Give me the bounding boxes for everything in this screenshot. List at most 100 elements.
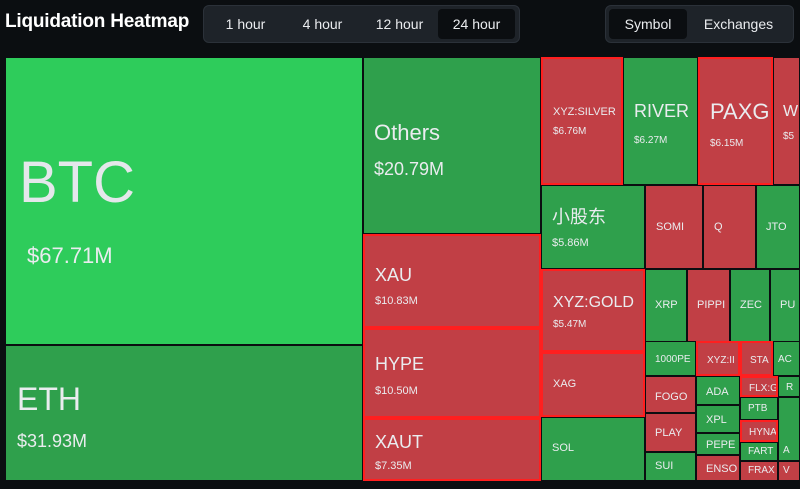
- heatmap-tile-xaut[interactable]: XAUT $7.35M: [363, 418, 541, 481]
- tile-symbol: ETH: [17, 381, 81, 417]
- tile-symbol: XAUT: [375, 432, 424, 452]
- heatmap-tile-eth[interactable]: ETH $31.93M: [5, 345, 363, 481]
- tile-symbol: PTB: [748, 403, 768, 414]
- tile-symbol: SUI: [655, 460, 674, 472]
- tile-liquidation-value: $67.71M: [27, 243, 113, 268]
- tile-symbol: FOGO: [655, 391, 688, 403]
- time-option-1-hour[interactable]: 1 hour: [225, 16, 266, 32]
- view-mode-selector: Symbol Exchanges: [605, 5, 794, 43]
- tile-symbol: BTC: [19, 150, 135, 215]
- tile-symbol: FRAX: [748, 465, 775, 476]
- tile-symbol: PEPE: [706, 439, 736, 451]
- heatmap-tile-xag[interactable]: XAG: [541, 352, 645, 417]
- tile-symbol: JTO: [766, 221, 787, 233]
- tile-liquidation-value: $31.93M: [17, 431, 88, 451]
- heatmap-tile-others[interactable]: Others $20.79M: [363, 57, 541, 234]
- heatmap-tile-flx-g[interactable]: FLX:G: [740, 376, 778, 397]
- tile-symbol: FLX:G: [749, 383, 778, 394]
- heatmap-tile-play[interactable]: PLAY: [645, 413, 696, 452]
- tile-symbol: A: [783, 445, 790, 456]
- tile-liquidation-value: $10.50M: [375, 385, 418, 397]
- heatmap-tile-zec[interactable]: ZEC: [730, 269, 770, 354]
- time-range-selector: 1 hour 4 hour 12 hour 24 hour: [203, 5, 520, 43]
- heatmap-tile-v[interactable]: V: [778, 461, 800, 481]
- time-option-24-hour[interactable]: 24 hour: [438, 9, 515, 39]
- heatmap-tile-w[interactable]: W $5: [773, 57, 800, 185]
- tile-symbol: RIVER: [634, 101, 690, 121]
- tile-symbol: V: [783, 465, 790, 476]
- view-option-symbol[interactable]: Symbol: [609, 9, 687, 39]
- tile-symbol: XAG: [553, 378, 577, 390]
- tile-symbol: Q: [714, 221, 723, 233]
- heatmap-tile-ac[interactable]: AC: [773, 341, 800, 376]
- tile-symbol: 小股东: [552, 207, 606, 227]
- tile-liquidation-value: $5: [783, 131, 795, 142]
- heatmap-tile-xiaogudong[interactable]: 小股东 $5.86M: [541, 185, 645, 269]
- heatmap-tile-r[interactable]: R: [778, 376, 800, 397]
- heatmap-tile-jto[interactable]: JTO: [756, 185, 800, 269]
- heatmap-tile-ptb[interactable]: PTB: [740, 397, 778, 420]
- heatmap-tile-xpl[interactable]: XPL: [696, 405, 740, 433]
- heatmap-tile-xyz-gold[interactable]: XYZ:GOLD $5.47M: [541, 269, 645, 352]
- tile-symbol: HYPE: [375, 354, 425, 374]
- tile-symbol: XYZ:GOLD: [553, 294, 634, 311]
- heatmap-tile-btc[interactable]: BTC $67.71M: [5, 57, 363, 345]
- heatmap-tile-pu[interactable]: PU: [770, 269, 800, 354]
- time-option-4-hour[interactable]: 4 hour: [302, 16, 343, 32]
- tile-liquidation-value: $5.47M: [553, 319, 587, 330]
- heatmap-tile-sol[interactable]: SOL: [541, 417, 645, 481]
- tile-symbol: 1000PE: [655, 354, 691, 365]
- tile-symbol: SOL: [552, 442, 575, 454]
- tile-symbol: FART: [748, 446, 774, 457]
- tile-symbol: PIPPI: [697, 299, 726, 311]
- time-option-12-hour[interactable]: 12 hour: [375, 16, 424, 32]
- tile-symbol: SOMI: [656, 221, 685, 233]
- tile-symbol: Others: [374, 120, 441, 145]
- heatmap-tile-somi[interactable]: SOMI: [645, 185, 703, 269]
- heatmap-tile-fogo[interactable]: FOGO: [645, 376, 696, 413]
- tile-symbol: W: [783, 103, 799, 120]
- heatmap-tile-frax[interactable]: FRAX: [740, 461, 778, 481]
- view-option-exchanges[interactable]: Exchanges: [703, 16, 774, 32]
- tile-symbol: PLAY: [655, 427, 683, 439]
- tile-liquidation-value: $20.79M: [374, 159, 445, 179]
- tile-liquidation-value: $5.86M: [552, 237, 589, 249]
- heatmap-tile-fart[interactable]: FART: [740, 442, 778, 461]
- heatmap-tile-xyz-silver[interactable]: XYZ:SILVER $6.76M: [541, 57, 623, 185]
- tile-liquidation-value: $6.27M: [634, 135, 668, 146]
- heatmap-tile-pippi[interactable]: PIPPI: [687, 269, 730, 354]
- tile-symbol: AC: [778, 354, 792, 365]
- heatmap-tile-sta[interactable]: STA: [740, 341, 773, 376]
- tile-symbol: STA: [750, 355, 769, 366]
- tile-symbol: XPL: [706, 414, 727, 426]
- tile-liquidation-value: $10.83M: [375, 295, 418, 307]
- tile-symbol: ADA: [706, 386, 729, 398]
- heatmap-tile-enso[interactable]: ENSO: [696, 455, 740, 481]
- tile-symbol: XYZ:SILVER: [553, 106, 616, 118]
- heatmap-tile-paxg[interactable]: PAXG $6.15M: [698, 57, 773, 185]
- heatmap-tile-pepe[interactable]: PEPE: [696, 433, 740, 455]
- heatmap-tile-xau[interactable]: XAU $10.83M: [363, 234, 541, 328]
- tile-symbol: HYNA: [749, 427, 777, 438]
- tile-symbol: R: [786, 382, 794, 393]
- heatmap-tile-1000pe[interactable]: 1000PE: [645, 341, 696, 376]
- page-title: Liquidation Heatmap: [5, 11, 190, 32]
- heatmap-tile-ada[interactable]: ADA: [696, 376, 740, 405]
- heatmap-tile-river[interactable]: RIVER $6.27M: [623, 57, 698, 185]
- tile-symbol: XAU: [375, 265, 413, 285]
- heatmap-tile-hyna[interactable]: HYNA: [740, 420, 778, 442]
- heatmap-tile-sui[interactable]: SUI: [645, 452, 696, 481]
- tile-symbol: XRP: [655, 299, 678, 311]
- heatmap-tile-q[interactable]: Q: [703, 185, 756, 269]
- tile-liquidation-value: $7.35M: [375, 460, 412, 472]
- tile-symbol: PAXG: [710, 99, 770, 124]
- tile-liquidation-value: $6.76M: [553, 126, 587, 137]
- tile-symbol: PU: [780, 299, 796, 311]
- heatmap-tile-hype[interactable]: HYPE $10.50M: [363, 328, 541, 418]
- heatmap-tile-a[interactable]: A: [778, 397, 800, 461]
- tile-liquidation-value: $6.15M: [710, 138, 744, 149]
- heatmap-tile-xyz-ii[interactable]: XYZ:II: [696, 341, 740, 376]
- tile-symbol: ENSO: [706, 463, 738, 475]
- tile-symbol: XYZ:II: [707, 355, 735, 366]
